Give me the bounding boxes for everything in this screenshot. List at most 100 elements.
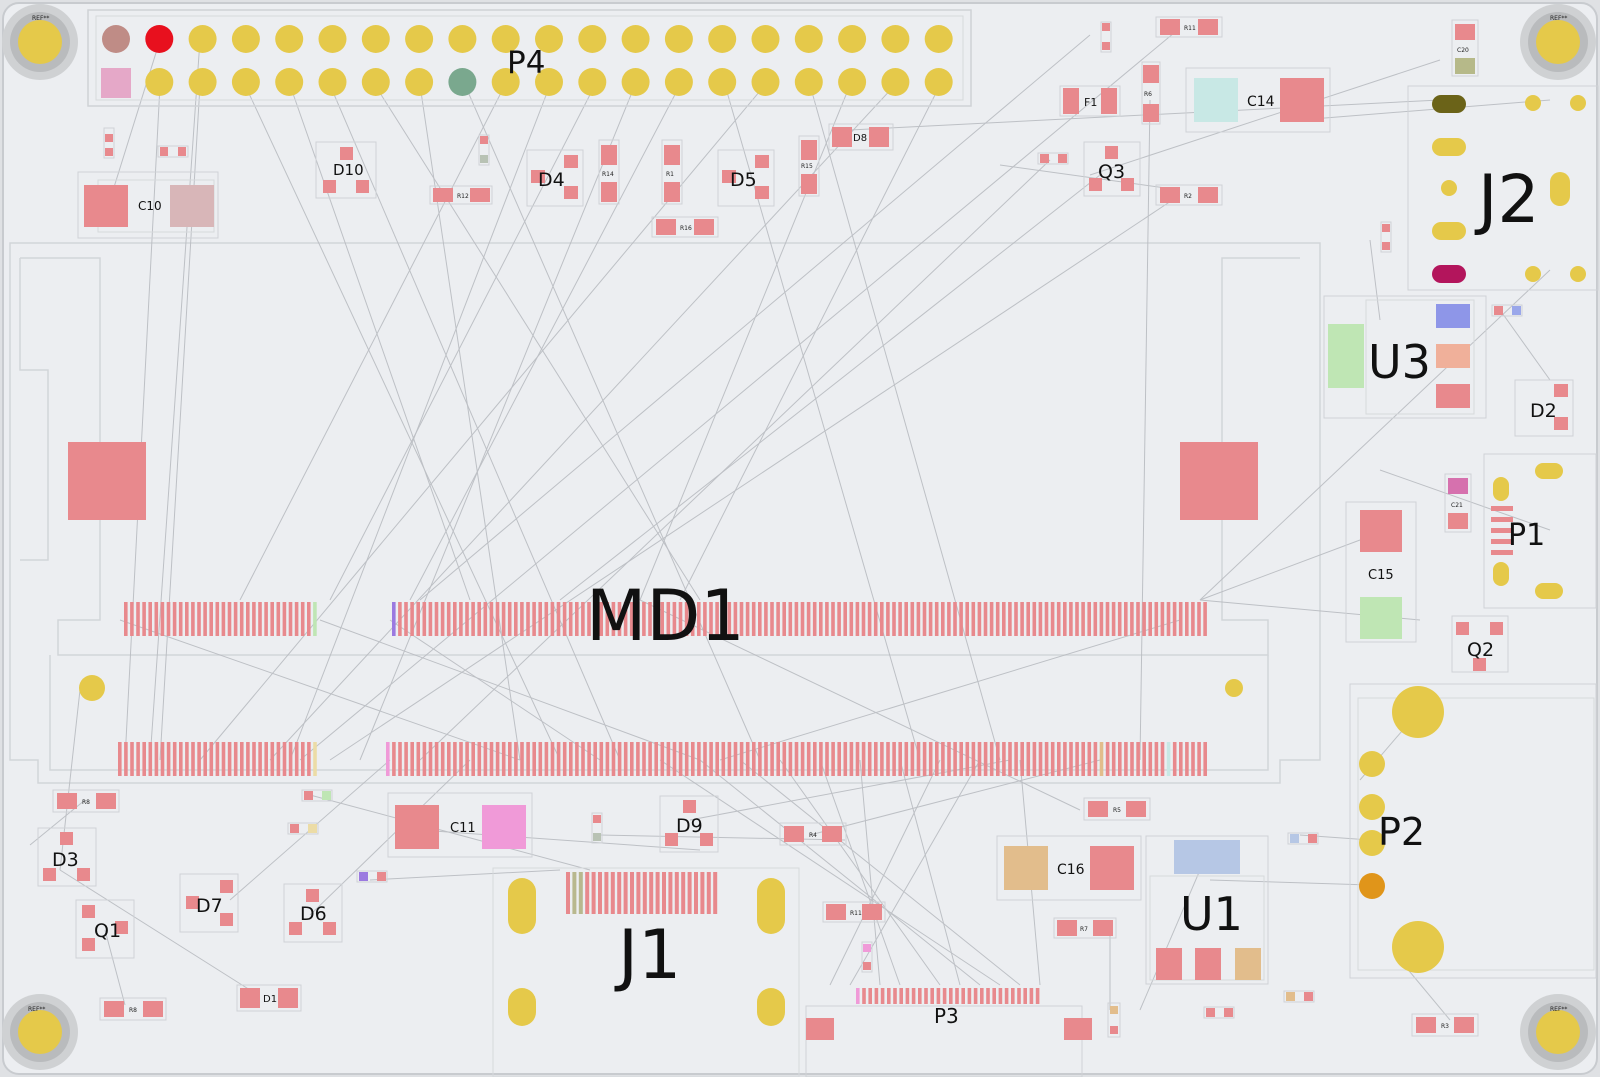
- p4-pin: [491, 68, 520, 96]
- md1-pad: [520, 602, 524, 636]
- md1-pad: [581, 602, 585, 636]
- md1-pad: [1154, 602, 1159, 636]
- md1-pad: [465, 742, 469, 776]
- md1-pad: [788, 602, 793, 636]
- md1-pad: [1111, 602, 1116, 636]
- md1-pads-bottom: [118, 742, 1207, 776]
- u1-chip: U1: [1145, 835, 1269, 985]
- md1-pad: [941, 742, 945, 776]
- j1-pad: [649, 872, 654, 914]
- md1-pad: [1057, 742, 1061, 776]
- p3-pad: [874, 988, 879, 1004]
- md1-pad: [1038, 742, 1043, 776]
- r-small-7: [861, 941, 873, 973]
- svg-text:REF**: REF**: [1550, 15, 1567, 22]
- md1-pad: [416, 602, 420, 636]
- p3-pad: [887, 988, 891, 1004]
- md1-pad: [1172, 742, 1177, 776]
- md1-pad: [837, 602, 841, 636]
- md1-pad: [246, 602, 250, 636]
- md1-pad: [690, 602, 695, 636]
- md1-pad: [697, 602, 701, 636]
- md1-pad: [124, 602, 128, 636]
- d8-diode: D8: [828, 123, 894, 151]
- md1-pad: [739, 742, 744, 776]
- svg-text:R8: R8: [129, 1007, 137, 1014]
- md1-pad: [1093, 602, 1098, 636]
- md1-pad: [197, 742, 201, 776]
- md1-pad: [288, 602, 293, 636]
- r4-resistor: R4: [779, 822, 847, 846]
- md1-pad: [953, 602, 957, 636]
- md1-pad: [727, 742, 732, 776]
- md1-pad: [544, 742, 549, 776]
- md1-pad: [1111, 742, 1116, 776]
- q1-transistor: Q1: [75, 899, 135, 959]
- md1-pad: [532, 742, 536, 776]
- r14-resistor: R14: [598, 139, 620, 205]
- c-small-purple: [356, 870, 388, 883]
- ratsnest-traces: [29, 27, 1551, 1021]
- u3-regulator: U3: [1323, 295, 1487, 419]
- md1-pad: [203, 602, 207, 636]
- svg-text:D9: D9: [676, 815, 703, 837]
- md1-pad: [1044, 742, 1049, 776]
- md1-pad: [800, 742, 805, 776]
- md1-pad: [172, 602, 177, 636]
- md1-pad: [1014, 742, 1018, 776]
- md1-pad: [1056, 602, 1061, 636]
- md1-pad: [782, 742, 787, 776]
- md1-pad: [1026, 742, 1031, 776]
- md1-pad: [825, 742, 829, 776]
- md1-pad: [947, 602, 951, 636]
- r12-resistor: R12: [429, 185, 493, 205]
- md1-pad: [404, 602, 408, 636]
- c-small-orange-v: [1107, 1002, 1121, 1038]
- md1-pad: [1044, 602, 1049, 636]
- md1-pad: [745, 602, 750, 636]
- r16-resistor: R16: [651, 216, 719, 238]
- p4-pin: [578, 25, 607, 53]
- svg-text:D7: D7: [196, 895, 223, 917]
- md1-pad: [721, 602, 725, 636]
- svg-text:C10: C10: [138, 199, 162, 213]
- md1-pad: [1148, 602, 1152, 636]
- j1-pad: [694, 872, 698, 914]
- md1-pad: [507, 602, 512, 636]
- md1-pad: [276, 742, 281, 776]
- svg-text:Q3: Q3: [1098, 161, 1125, 183]
- p4-pin: [838, 68, 867, 96]
- md1-pad: [154, 602, 159, 636]
- md1-pad: [264, 602, 268, 636]
- md1-pad: [495, 742, 500, 776]
- md1-pad: [989, 742, 994, 776]
- md1-pad: [434, 742, 439, 776]
- svg-text:P3: P3: [934, 1004, 959, 1028]
- p4-pin: [924, 25, 953, 53]
- md1-pad: [477, 602, 481, 636]
- md1-pad: [1130, 742, 1134, 776]
- md1-pad: [142, 742, 146, 776]
- md1-pad: [428, 602, 433, 636]
- svg-text:R14: R14: [602, 171, 614, 178]
- md1-pad: [629, 602, 634, 636]
- md1-pad: [404, 742, 408, 776]
- md1-pad: [660, 602, 664, 636]
- md1-pad: [556, 602, 561, 636]
- md1-pad: [392, 602, 396, 636]
- c14-capacitor: C14: [1185, 67, 1331, 133]
- md1-pad: [209, 742, 214, 776]
- md1-pad: [221, 742, 226, 776]
- md1-pad: [684, 742, 689, 776]
- md1-pad: [648, 742, 652, 776]
- md1-pads-top: [124, 602, 1207, 636]
- c21-capacitor: C21: [1444, 473, 1472, 533]
- md1-pad: [440, 602, 445, 636]
- d1-diode: D1: [236, 984, 302, 1012]
- md1-pad: [599, 602, 603, 636]
- j1-pad: [681, 872, 686, 914]
- md1-pad: [233, 602, 238, 636]
- svg-text:R15: R15: [801, 163, 813, 170]
- md1-pad: [733, 602, 738, 636]
